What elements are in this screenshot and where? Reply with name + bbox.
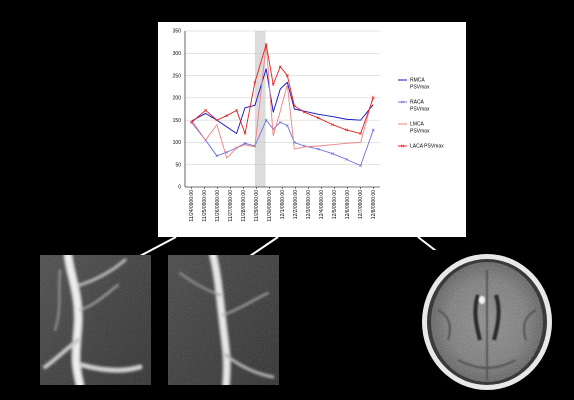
x-tick-label: 11/30/0900:00 (267, 190, 273, 222)
data-point (371, 128, 375, 132)
data-point (285, 124, 289, 127)
x-tick-label: 12/1/0900:00 (280, 190, 286, 219)
connector-line-1 (139, 236, 177, 257)
chart-panel: 0 50 100 150 200 250 300 350 11/24/0900:00 11/25… (158, 22, 466, 237)
x-tick-label: 11/29/0900:00 (254, 190, 260, 222)
legend-label: LACA PSVmax (410, 144, 444, 150)
y-tick-label: 200 (173, 96, 182, 102)
data-point (215, 154, 219, 158)
series-line-1 (191, 68, 374, 134)
cerebral-angiogram-image (40, 255, 151, 385)
data-point (243, 141, 247, 145)
y-tick-label: 350 (173, 29, 182, 35)
x-tick-label: 12/2/0900:00 (293, 190, 299, 219)
x-tick-label: 11/27/0900:00 (228, 190, 234, 222)
data-point (204, 108, 207, 112)
data-point (331, 152, 334, 155)
data-point (225, 150, 229, 154)
x-tick-label: 11/26/0900:00 (215, 190, 221, 222)
data-point (359, 132, 363, 135)
line-chart: 0 50 100 150 200 250 300 350 11/24/0900:00 11/25… (173, 29, 444, 222)
x-tick-label: 11/25/0900:00 (202, 190, 208, 222)
data-point (264, 42, 268, 46)
highlight-band (254, 31, 266, 187)
data-point (278, 65, 282, 69)
data-point (235, 108, 239, 112)
data-point (345, 128, 348, 132)
y-tick-label: 50 (175, 162, 181, 168)
data-point (285, 74, 289, 77)
data-point (359, 164, 363, 168)
x-tick-label: 11/28/0900:00 (241, 190, 247, 222)
data-point (371, 96, 375, 100)
x-tick-label: 12/6/0900:00 (345, 190, 351, 219)
x-tick-label: 12/3/0900:00 (306, 190, 312, 219)
y-tick-label: 300 (173, 51, 182, 57)
data-point (345, 157, 348, 161)
legend-label: LMCA PSVmax (410, 122, 430, 135)
data-point (278, 120, 282, 124)
legend-label: RMCA PSVmax (410, 78, 430, 91)
y-tick-label: 150 (173, 118, 182, 124)
y-tick-label: 250 (173, 73, 182, 79)
x-tick-label: 12/8/0900:00 (371, 190, 377, 219)
legend-marker (401, 100, 404, 104)
y-tick-label: 100 (173, 140, 182, 146)
x-tick-label: 12/7/0900:00 (358, 190, 364, 219)
x-tick-label: 11/24/0900:00 (189, 190, 195, 222)
data-point (215, 118, 219, 122)
data-point (292, 104, 296, 108)
series-line-4 (191, 43, 374, 134)
data-point (271, 83, 275, 86)
y-tick-label: 0 (178, 185, 181, 191)
data-point (225, 114, 229, 118)
data-point (190, 120, 193, 124)
data-point (243, 132, 247, 135)
x-tick-label: 12/5/0900:00 (332, 190, 338, 219)
data-point (316, 147, 320, 151)
brain-ct-scan-image (418, 250, 556, 390)
legend-label: RACA PSVmax (410, 100, 430, 113)
data-point (331, 123, 334, 127)
x-tick-label: 12/4/0900:00 (319, 190, 325, 219)
series-line-3 (191, 43, 374, 159)
cerebral-angiogram-image (168, 255, 279, 385)
connector-line-2 (249, 236, 279, 257)
data-point (316, 116, 320, 120)
data-point (264, 118, 268, 122)
data-point (302, 110, 306, 114)
data-point (253, 80, 257, 84)
legend-marker (401, 144, 404, 148)
